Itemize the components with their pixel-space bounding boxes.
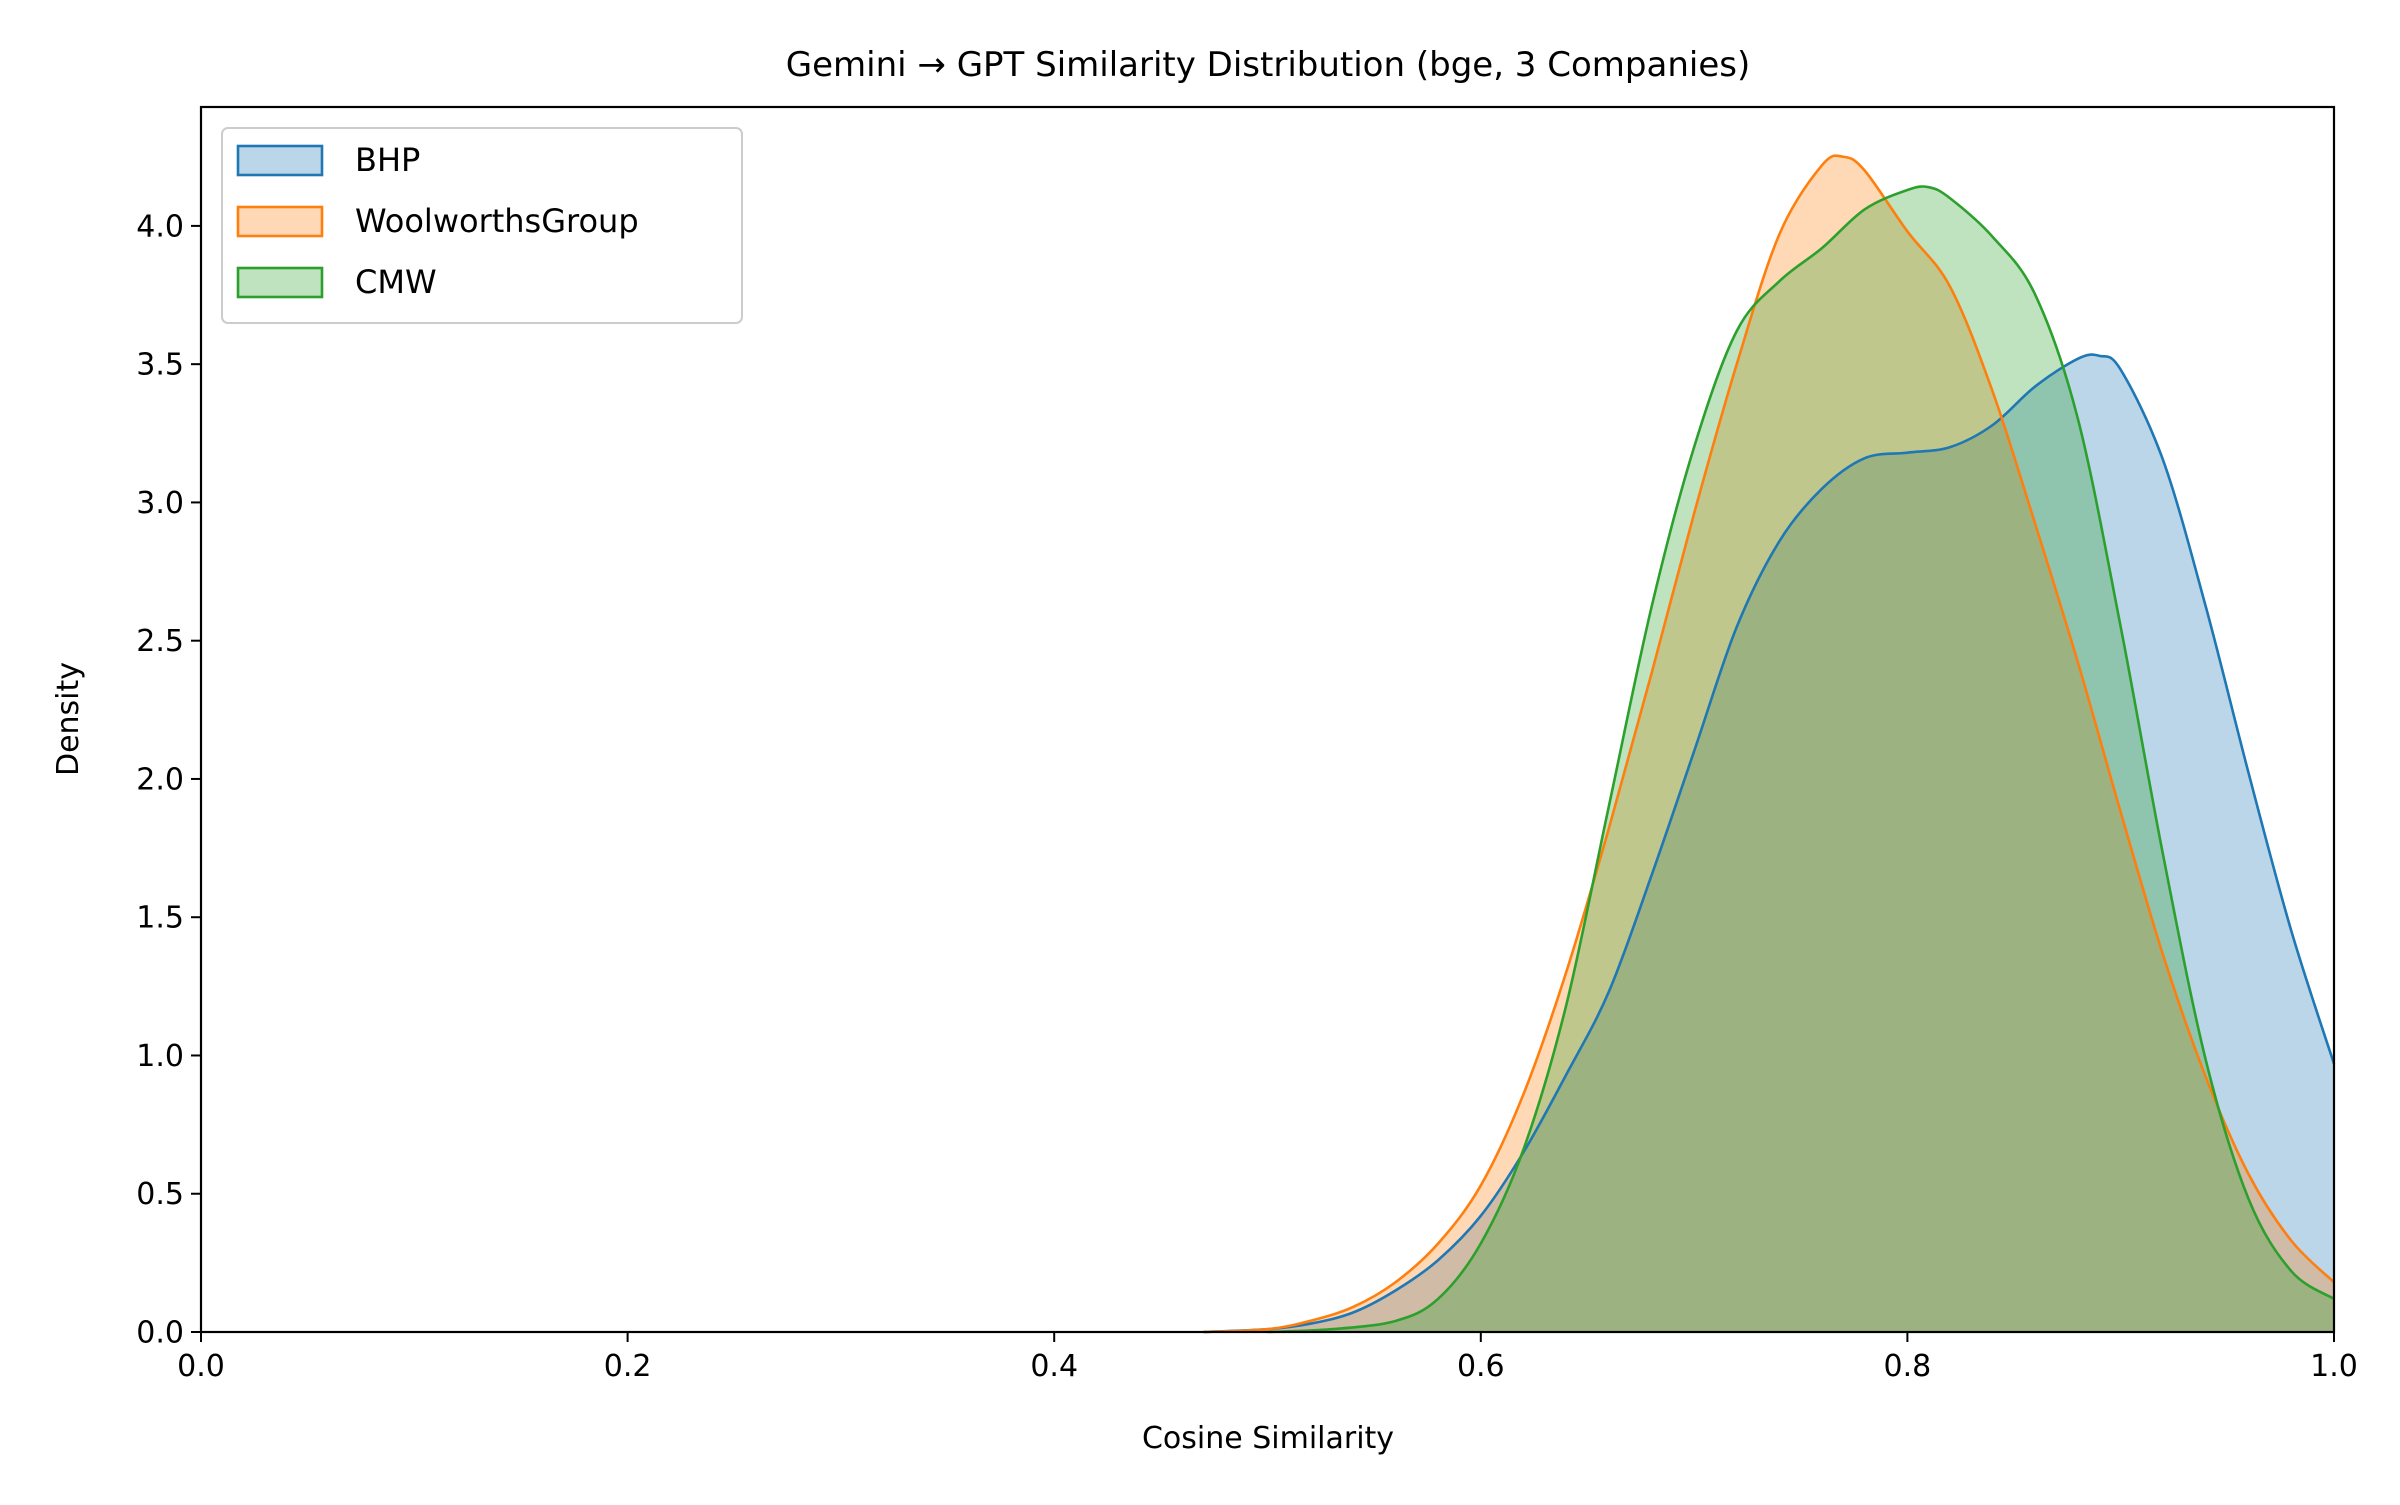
legend: BHP WoolworthsGroup CMW <box>221 127 743 324</box>
legend-swatch-woolworthsgroup <box>236 205 324 238</box>
density-area-woolworthsgroup <box>1203 155 2334 1332</box>
x-tick-label: 0.0 <box>177 1349 225 1384</box>
x-tick-label: 0.4 <box>1030 1349 1078 1384</box>
y-tick-label: 1.0 <box>136 1039 184 1074</box>
y-axis-label: Density <box>51 662 86 776</box>
density-area-bhp <box>1203 354 2334 1332</box>
legend-label-bhp: BHP <box>355 141 420 179</box>
y-tick-label: 3.5 <box>136 348 184 383</box>
y-axis-ticks: 0.0 0.5 1.0 1.5 2.0 2.5 3.0 3.5 4.0 <box>136 209 201 1351</box>
y-tick-label: 1.5 <box>136 901 184 936</box>
y-tick-label: 4.0 <box>136 209 184 244</box>
y-tick-label: 0.0 <box>136 1316 184 1351</box>
y-tick-label: 2.0 <box>136 762 184 797</box>
legend-box <box>221 127 743 324</box>
y-tick-label: 2.5 <box>136 624 184 659</box>
x-axis-ticks: 0.0 0.2 0.4 0.6 0.8 1.0 <box>177 1332 2358 1384</box>
legend-label-cmw: CMW <box>355 263 437 301</box>
density-line-woolworthsgroup <box>1203 154 2335 1334</box>
x-tick-label: 0.6 <box>1457 1349 1505 1384</box>
y-tick-label: 3.0 <box>136 486 184 521</box>
density-area-cmw <box>1267 186 2334 1332</box>
legend-swatch-bhp <box>236 144 324 177</box>
density-line-cmw <box>1267 185 2335 1334</box>
x-tick-label: 0.2 <box>604 1349 652 1384</box>
chart-title: Gemini → GPT Similarity Distribution (bg… <box>786 45 1750 85</box>
y-tick-label: 0.5 <box>136 1177 184 1212</box>
x-tick-label: 1.0 <box>2310 1349 2358 1384</box>
density-line-bhp <box>1203 353 2336 1334</box>
x-tick-label: 0.8 <box>1884 1349 1932 1384</box>
legend-label-woolworthsgroup: WoolworthsGroup <box>355 202 639 240</box>
plot-frame <box>199 105 2336 1334</box>
x-axis-label: Cosine Similarity <box>1142 1421 1394 1456</box>
density-areas <box>1203 155 2334 1332</box>
density-lines <box>1203 154 2336 1334</box>
legend-swatch-cmw <box>236 266 324 299</box>
